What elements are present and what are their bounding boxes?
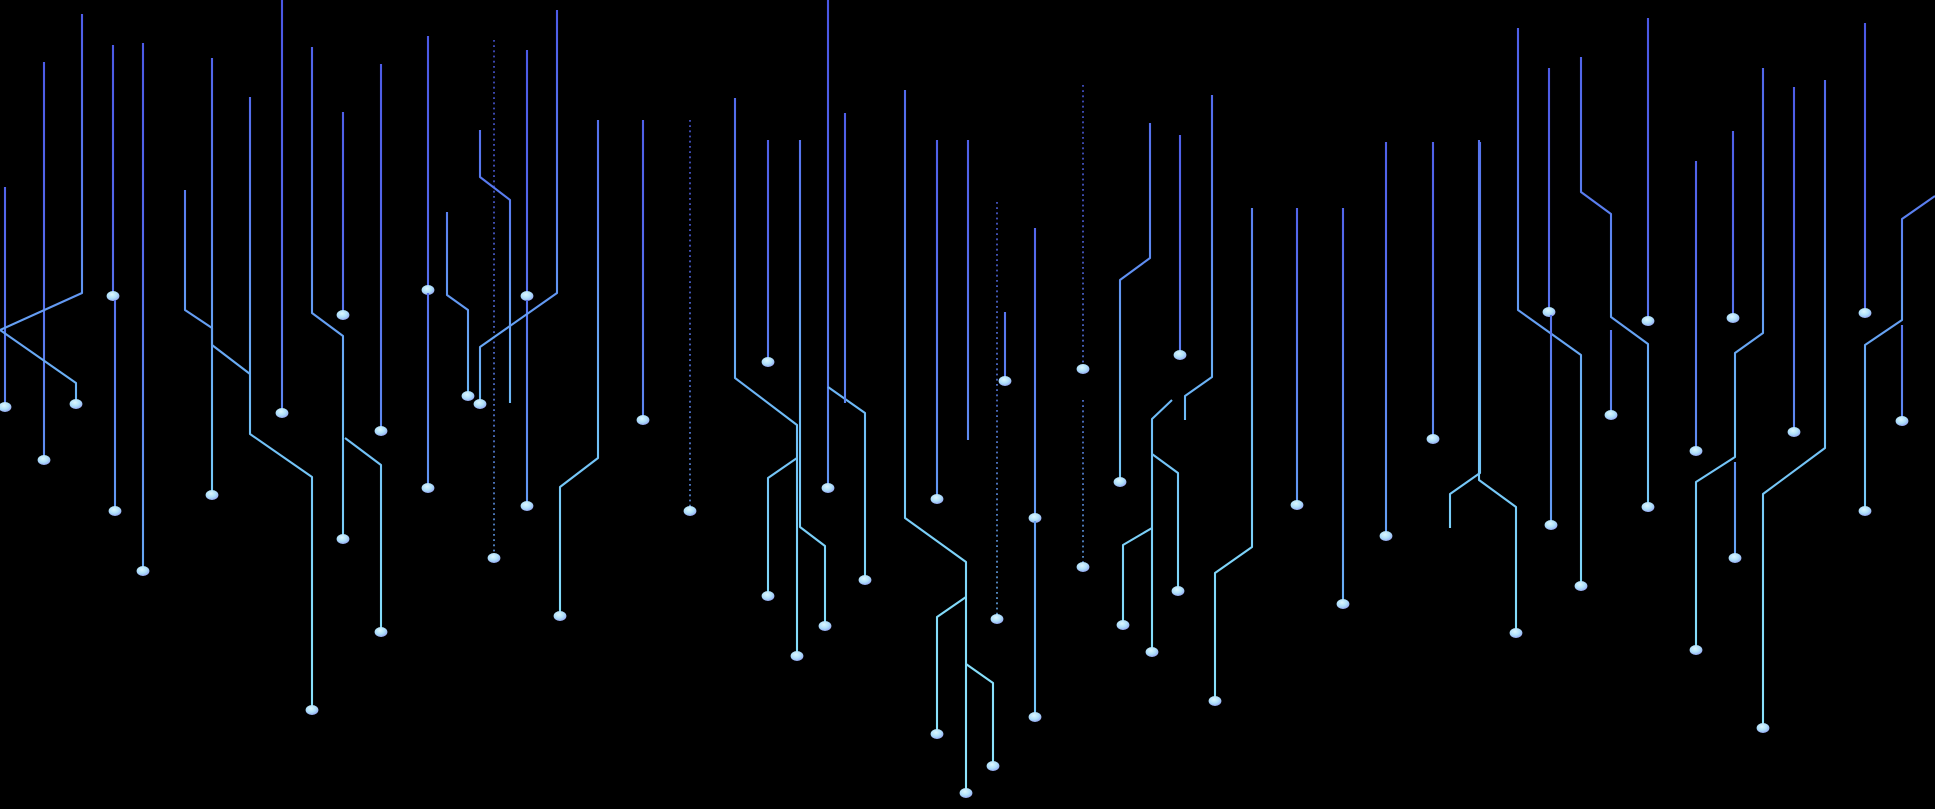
circuit-trace [1118,123,1152,479]
circuit-trace [1761,80,1827,725]
node-endpoint-dot [1076,364,1090,374]
node-endpoint-dot [1641,316,1655,326]
node-endpoint-dot [1858,308,1872,318]
circuit-trace [445,212,470,393]
circuit-trace [183,190,214,492]
node-endpoint-dot [1336,599,1350,609]
node-endpoint-dot [1787,427,1801,437]
circuit-trace [558,120,600,613]
node-endpoint-dot [106,291,120,301]
node-endpoint-dot [930,494,944,504]
node-endpoint-dot [1544,520,1558,530]
node-endpoint-dot [1379,531,1393,541]
node-endpoint-dot [553,611,567,621]
circuit-trace [827,386,867,577]
circuit-trace [248,97,314,707]
node-endpoint-dot [1116,620,1130,630]
node-endpoint-dot [0,402,12,412]
node-endpoint-dot [421,483,435,493]
circuit-trace [478,10,559,401]
node-endpoint-dot [275,408,289,418]
node-endpoint-dot [520,291,534,301]
circuit-trace [1151,453,1180,588]
node-endpoint-dot [1509,628,1523,638]
circuit-trace [1477,140,1518,630]
circuit-trace [733,98,799,653]
node-endpoint-dot [1542,307,1556,317]
circuit-trace [1579,57,1650,504]
circuit-trace [903,90,968,790]
node-endpoint-dot [1574,581,1588,591]
circuit-trace [1150,399,1173,649]
node-endpoint-dot [1171,586,1185,596]
circuit-trace [1121,527,1153,622]
circuit-trace [0,14,84,401]
node-endpoint-dot [336,310,350,320]
node-endpoint-dot [1604,410,1618,420]
node-endpoint-dot [108,506,122,516]
node-endpoint-dot [69,399,83,409]
node-endpoint-dot [821,483,835,493]
node-endpoint-dot [818,621,832,631]
node-endpoint-dot [1689,645,1703,655]
node-endpoint-dot [1145,647,1159,657]
node-endpoint-dot [487,553,501,563]
node-endpoint-dot [1728,553,1742,563]
circuit-trace [1183,95,1214,420]
node-endpoint-dot [1756,723,1770,733]
node-endpoint-dot [1173,350,1187,360]
node-endpoint-dot [1028,513,1042,523]
node-endpoint-dot [761,357,775,367]
node-endpoint-dot [473,399,487,409]
node-endpoint-dot [1895,416,1909,426]
node-endpoint-dot [1113,477,1127,487]
circuit-trace [766,457,798,593]
node-endpoint-dot [790,651,804,661]
node-endpoint-dot [858,575,872,585]
circuit-trace [798,140,827,623]
node-endpoint-dot [959,788,973,798]
node-endpoint-dot [1726,313,1740,323]
node-endpoint-dot [1858,506,1872,516]
node-endpoint-dot [998,376,1012,386]
circuit-trace [965,663,995,763]
circuit-trace [478,130,512,403]
circuit-trace [1448,142,1482,528]
node-endpoint-dot [1208,696,1222,706]
node-endpoint-dot [1641,502,1655,512]
node-endpoint-dot [1426,434,1440,444]
circuit-trace [1516,28,1583,583]
node-endpoint-dot [761,591,775,601]
node-endpoint-dot [683,506,697,516]
node-endpoint-dot [205,490,219,500]
node-endpoint-dot [374,426,388,436]
node-endpoint-dot [520,501,534,511]
node-endpoint-dot [1290,500,1304,510]
node-endpoint-dot [1076,562,1090,572]
node-endpoint-dot [421,285,435,295]
circuit-trace [1694,68,1765,647]
node-endpoint-dot [37,455,51,465]
circuit-trace [1213,208,1254,698]
node-endpoint-dot [305,705,319,715]
node-endpoint-dot [374,627,388,637]
node-endpoint-dot [986,761,1000,771]
circuit-trace [935,596,967,731]
circuit-trace [210,58,251,375]
node-endpoint-dot [930,729,944,739]
node-endpoint-dot [136,566,150,576]
circuit-trace [1863,195,1935,508]
node-endpoint-dot [336,534,350,544]
node-endpoint-dot [1028,712,1042,722]
circuit-trace [310,47,345,536]
node-endpoint-dot [990,614,1004,624]
node-endpoint-dot [461,391,475,401]
circuit-trace [344,437,383,629]
node-endpoint-dot [1689,446,1703,456]
node-endpoint-dot [636,415,650,425]
